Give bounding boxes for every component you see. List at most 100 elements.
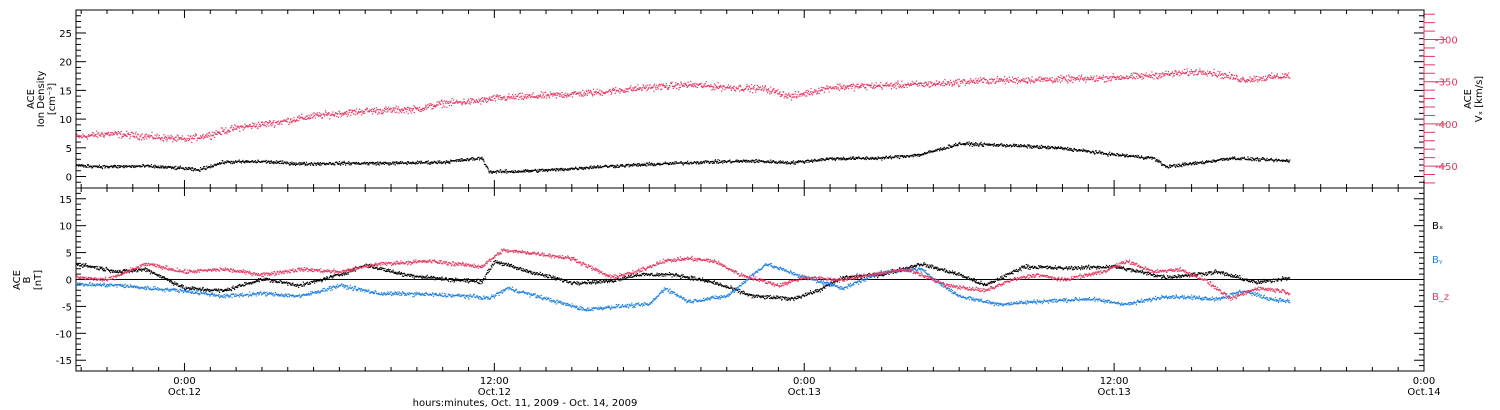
density-point — [214, 164, 217, 166]
vx-point — [1194, 71, 1196, 73]
density-point — [840, 159, 842, 161]
vx-point — [344, 111, 346, 114]
vx-point — [190, 135, 192, 137]
vx-point — [690, 80, 692, 83]
vx-point — [969, 81, 971, 83]
vx-point — [126, 130, 128, 132]
vx-point — [553, 93, 555, 95]
vx-point — [807, 90, 810, 93]
vx-point — [817, 90, 819, 92]
vx-point — [1041, 78, 1043, 80]
vx-point — [481, 100, 483, 102]
vx-point — [622, 91, 625, 93]
vx-point — [611, 90, 613, 92]
vx-point — [489, 98, 491, 100]
density-point — [224, 161, 226, 163]
vx-point — [1239, 80, 1241, 82]
vx-point — [388, 108, 391, 110]
density-point — [244, 162, 246, 164]
density-point — [112, 167, 114, 169]
density-point — [1210, 160, 1212, 162]
vx-point — [910, 84, 912, 86]
density-point — [1130, 156, 1132, 158]
vx-point — [881, 87, 883, 89]
vx-point — [1069, 80, 1071, 82]
density-point — [824, 159, 827, 161]
vx-point — [305, 118, 307, 121]
vx-point — [1074, 79, 1077, 81]
vx-point — [828, 91, 830, 93]
density-point — [1174, 165, 1176, 168]
vx-point — [963, 79, 966, 81]
vx-point — [501, 97, 503, 99]
vx-point — [635, 89, 638, 91]
density-point — [260, 160, 263, 162]
vx-point — [256, 123, 258, 125]
density-point — [268, 160, 270, 162]
density-point — [819, 158, 821, 160]
vx-point — [1065, 79, 1067, 81]
density-point — [478, 159, 481, 161]
density-point — [96, 165, 98, 167]
density-point — [1181, 166, 1183, 168]
vx-point — [355, 111, 357, 113]
density-point — [290, 163, 292, 166]
vx-point — [866, 83, 868, 86]
vx-point — [212, 135, 214, 137]
density-point — [299, 162, 301, 164]
density-point — [1202, 162, 1205, 164]
density-point — [713, 161, 715, 163]
density-point — [1156, 160, 1158, 162]
density-point — [1038, 145, 1040, 147]
density-point — [160, 166, 162, 168]
vx-point — [226, 133, 228, 135]
vx-point — [1035, 78, 1037, 80]
vx-point — [1179, 75, 1181, 77]
density-point — [1191, 163, 1193, 165]
vx-point — [839, 85, 842, 87]
density-point — [106, 166, 109, 168]
vx-point — [548, 94, 550, 96]
density-point — [243, 161, 246, 163]
vx-point — [79, 135, 81, 137]
density-point — [949, 145, 951, 147]
vx-point — [106, 133, 109, 136]
vx-point — [176, 134, 178, 136]
vx-point — [959, 85, 961, 87]
vx-point — [307, 117, 310, 119]
vx-point — [1287, 74, 1289, 77]
density-point — [1042, 146, 1044, 148]
vx-point — [226, 131, 229, 133]
density-point — [1001, 143, 1003, 145]
density-point — [1165, 166, 1167, 168]
density-point — [625, 163, 627, 166]
density-point — [1067, 146, 1069, 149]
density-point — [391, 163, 393, 165]
density-point — [254, 160, 256, 162]
vx-point — [684, 82, 686, 84]
vx-point — [776, 93, 779, 95]
vx-point — [413, 111, 415, 114]
vx-point — [165, 138, 167, 140]
density-point — [171, 166, 173, 168]
vx-point — [578, 93, 580, 95]
density-point — [486, 165, 488, 167]
density-point — [950, 145, 953, 147]
vx-point — [1171, 72, 1173, 74]
vx-point — [595, 90, 597, 93]
vx-point — [599, 94, 601, 96]
vx-point — [140, 134, 142, 136]
density-point — [847, 158, 849, 160]
density-point — [95, 166, 97, 168]
vx-point — [911, 83, 913, 85]
vx-point — [379, 108, 381, 110]
density-point — [215, 164, 217, 167]
vx-point — [158, 136, 160, 138]
density-point — [956, 144, 958, 146]
density-point — [437, 160, 439, 162]
vx-point — [124, 134, 126, 136]
density-point — [113, 164, 115, 166]
vx-point — [200, 136, 203, 138]
vx-point — [651, 86, 653, 88]
vx-point — [585, 93, 587, 95]
